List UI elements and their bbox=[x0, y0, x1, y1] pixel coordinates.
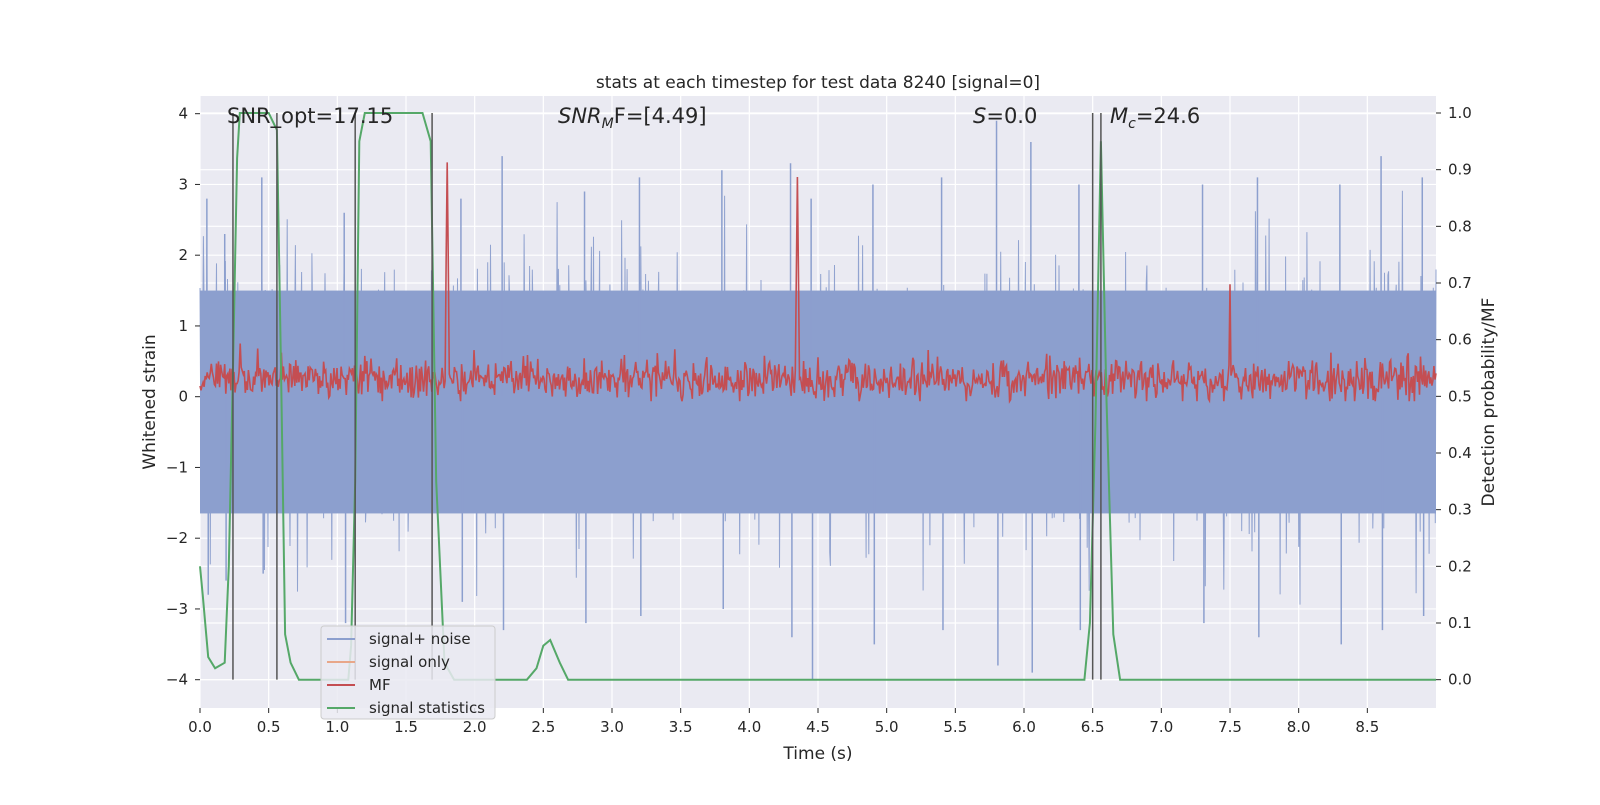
x-tick-label-7: 3.5 bbox=[669, 718, 693, 736]
x-axis-label: Time (s) bbox=[782, 744, 852, 764]
annotation-snr-mf-sub: M bbox=[602, 116, 614, 132]
x-tick-label-12: 6.0 bbox=[1012, 718, 1036, 736]
x-tick-label-8: 4.0 bbox=[737, 718, 761, 736]
x-tick-label-5: 2.5 bbox=[531, 718, 555, 736]
y-tick-label-5: 1 bbox=[178, 317, 188, 335]
y-axis-label-right: Detection probability/MF bbox=[1479, 298, 1499, 507]
y-right-tick-label-3: 0.3 bbox=[1448, 501, 1472, 519]
x-tick-label-17: 8.5 bbox=[1355, 718, 1379, 736]
legend-label-signal-only: signal only bbox=[369, 653, 450, 671]
x-tick-label-6: 3.0 bbox=[600, 718, 624, 736]
x-tick-label-2: 1.0 bbox=[325, 718, 349, 736]
y-right-tick-label-1: 0.1 bbox=[1448, 614, 1472, 632]
chart-title: stats at each timestep for test data 824… bbox=[596, 73, 1040, 93]
series-mf bbox=[199, 162, 1437, 404]
y-right-tick-label-2: 0.2 bbox=[1448, 557, 1472, 575]
y-right-tick-label-0: 0.0 bbox=[1448, 671, 1472, 689]
annotation-s: S=0.0 bbox=[973, 104, 1037, 128]
y-tick-label-2: −2 bbox=[166, 529, 188, 547]
y-tick-label-7: 3 bbox=[178, 175, 188, 193]
x-tick-label-0: 0.0 bbox=[188, 718, 212, 736]
x-tick-label-16: 8.0 bbox=[1287, 718, 1311, 736]
y-right-tick-label-9: 0.9 bbox=[1448, 161, 1472, 179]
y-axis-ticks-left: −4 −3 −2 −1 0 1 2 3 4 bbox=[166, 105, 200, 689]
annotation-snr-mf-rest: F=[4.49] bbox=[614, 104, 707, 128]
annotation-mc: Mc=24.6 bbox=[1110, 104, 1200, 132]
legend-label-mf: MF bbox=[369, 676, 391, 694]
noise-dense-band bbox=[200, 290, 1436, 514]
x-tick-label-10: 5.0 bbox=[875, 718, 899, 736]
y-axis-ticks-right: 0.0 0.1 0.2 0.3 0.4 0.5 0.6 0.7 0.8 0.9 1.0 bbox=[1436, 104, 1472, 689]
annotation-mc-base: M bbox=[1110, 104, 1128, 128]
y-tick-label-3: −1 bbox=[166, 458, 188, 476]
x-tick-label-11: 5.5 bbox=[943, 718, 967, 736]
signal-statistics-line bbox=[199, 112, 1436, 681]
y-right-tick-label-8: 0.8 bbox=[1448, 217, 1472, 235]
y-tick-label-1: −3 bbox=[166, 600, 188, 618]
annotation-s-var: S bbox=[973, 104, 986, 128]
x-axis-ticks: 0.0 0.5 1.0 1.5 2.0 2.5 3.0 3.5 4.0 4.5 5.0 5.5 6.0 6… bbox=[188, 708, 1379, 736]
annotation-mc-sub: c bbox=[1128, 116, 1136, 132]
legend-label-noise: signal+ noise bbox=[369, 630, 471, 648]
x-tick-label-3: 1.5 bbox=[394, 718, 418, 736]
x-tick-label-14: 7.0 bbox=[1149, 718, 1173, 736]
legend: signal+ noise signal only MF signal stat… bbox=[320, 625, 496, 720]
annotation-s-rest: =0.0 bbox=[986, 104, 1037, 128]
annotation-mc-rest: =24.6 bbox=[1136, 104, 1200, 128]
annotation-snr-opt: SNR_opt=17.15 bbox=[227, 104, 393, 129]
y-tick-label-8: 4 bbox=[178, 105, 188, 123]
series-signal-statistics bbox=[199, 112, 1436, 681]
y-right-tick-label-5: 0.5 bbox=[1448, 387, 1472, 405]
y-right-tick-label-4: 0.4 bbox=[1448, 444, 1472, 462]
y-tick-label-4: 0 bbox=[178, 388, 188, 406]
x-tick-label-15: 7.5 bbox=[1218, 718, 1242, 736]
legend-label-signal-statistics: signal statistics bbox=[369, 699, 485, 717]
x-tick-label-1: 0.5 bbox=[257, 718, 281, 736]
x-tick-label-13: 6.5 bbox=[1081, 718, 1105, 736]
y-right-tick-label-7: 0.7 bbox=[1448, 274, 1472, 292]
y-right-tick-label-6: 0.6 bbox=[1448, 331, 1472, 349]
x-tick-label-4: 2.0 bbox=[463, 718, 487, 736]
mf-line bbox=[199, 162, 1437, 404]
legend-box bbox=[320, 625, 496, 720]
y-tick-label-6: 2 bbox=[178, 246, 188, 264]
y-tick-label-0: −4 bbox=[166, 671, 188, 689]
vertical-markers bbox=[232, 113, 1102, 680]
x-tick-label-9: 4.5 bbox=[806, 718, 830, 736]
annotation-snr-mf-base: SNR bbox=[558, 104, 602, 128]
y-right-tick-label-10: 1.0 bbox=[1448, 104, 1472, 122]
y-axis-label: Whitened strain bbox=[140, 334, 160, 469]
annotation-snr-mf: SNRMF=[4.49] bbox=[558, 104, 707, 132]
